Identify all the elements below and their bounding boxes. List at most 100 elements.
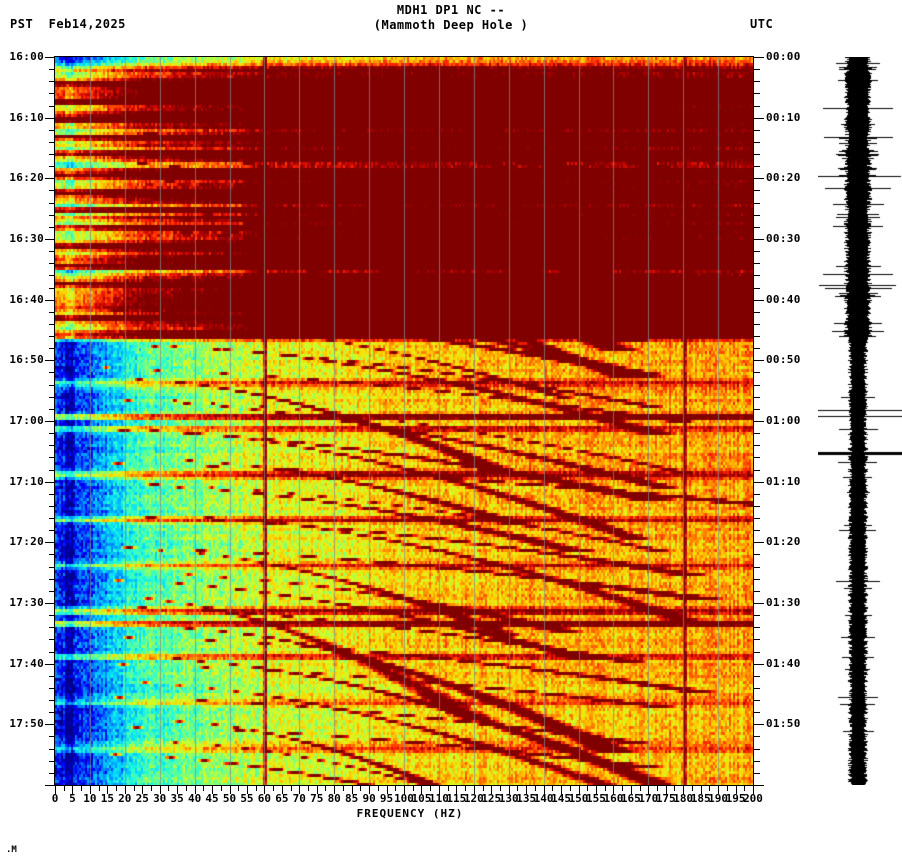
y-tick-minor-left	[49, 348, 55, 349]
x-tick-minor	[378, 786, 379, 791]
x-axis-tick-label: 140	[533, 792, 554, 805]
x-tick-minor	[535, 786, 536, 791]
y-tick-minor-right	[754, 749, 760, 750]
y-tick-minor-left	[49, 372, 55, 373]
y-tick-minor-right	[754, 190, 760, 191]
y-tick-minor-right	[754, 773, 760, 774]
x-tick-minor	[413, 786, 414, 791]
x-tick-minor	[517, 786, 518, 791]
x-tick-major	[264, 786, 265, 794]
y-axis-label-utc: 00:50	[766, 353, 801, 367]
x-axis-tick-label: 145	[551, 792, 571, 805]
y-tick-minor-right	[754, 142, 760, 143]
x-axis-tick-label: 45	[205, 792, 219, 805]
y-axis-label-utc: 00:20	[766, 171, 801, 185]
y-tick-minor-right	[754, 494, 760, 495]
x-tick-major	[299, 786, 300, 794]
x-tick-minor	[134, 786, 135, 791]
x-axis-tick-label: 35	[170, 792, 184, 805]
y-tick-major-left	[45, 239, 55, 240]
x-tick-minor	[674, 786, 675, 791]
seismogram-trace-panel[interactable]	[818, 57, 902, 785]
x-tick-major	[631, 786, 632, 794]
y-tick-minor-right	[754, 227, 760, 228]
y-tick-minor-right	[754, 579, 760, 580]
y-tick-minor-right	[754, 445, 760, 446]
x-axis-tick-label: 70	[292, 792, 306, 805]
x-tick-major	[369, 786, 370, 794]
x-tick-minor	[64, 786, 65, 791]
y-axis-label-utc: 01:10	[766, 474, 801, 488]
header-date: Feb14,2025	[48, 17, 126, 31]
x-tick-major	[421, 786, 422, 794]
header-left-timezone-date: PST Feb14,2025	[10, 17, 126, 31]
spectrogram-plot[interactable]	[55, 57, 753, 785]
x-axis-tick-label: 30	[153, 792, 167, 805]
y-axis-label-utc: 01:50	[766, 717, 801, 731]
x-tick-major	[247, 786, 248, 794]
spectrogram-canvas	[55, 57, 753, 785]
x-tick-minor	[744, 786, 745, 791]
y-tick-minor-right	[754, 567, 760, 568]
y-tick-minor-left	[49, 518, 55, 519]
y-tick-minor-right	[754, 263, 760, 264]
x-axis-tick-label: 170	[638, 792, 659, 805]
x-tick-minor	[81, 786, 82, 791]
y-axis-label-pst: 17:50	[9, 717, 44, 731]
x-axis-line	[54, 785, 754, 786]
x-axis-tick-label: 110	[428, 792, 449, 805]
y-tick-minor-left	[49, 445, 55, 446]
y-tick-minor-right	[754, 652, 760, 653]
x-tick-minor	[483, 786, 484, 791]
y-tick-minor-left	[49, 81, 55, 82]
x-tick-major	[509, 786, 510, 794]
station-name-line: (Mammoth Deep Hole )	[373, 18, 529, 32]
x-tick-minor	[256, 786, 257, 791]
y-tick-minor-left	[49, 227, 55, 228]
x-tick-major	[491, 786, 492, 794]
y-tick-minor-left	[49, 93, 55, 94]
y-tick-minor-left	[49, 627, 55, 628]
y-tick-minor-right	[754, 154, 760, 155]
y-tick-major-right	[754, 724, 764, 725]
x-tick-major	[90, 786, 91, 794]
y-tick-minor-left	[49, 579, 55, 580]
y-tick-major-right	[754, 482, 764, 483]
x-axis-tick-label: 130	[498, 792, 519, 805]
x-tick-minor	[640, 786, 641, 791]
y-tick-minor-left	[49, 324, 55, 325]
x-axis-tick-label: 60	[257, 792, 272, 805]
y-tick-minor-right	[754, 409, 760, 410]
x-tick-minor	[221, 786, 222, 791]
y-axis-label-utc: 01:00	[766, 414, 801, 427]
y-tick-minor-left	[49, 336, 55, 337]
y-tick-minor-left	[49, 639, 55, 640]
x-tick-minor	[168, 786, 169, 791]
x-tick-minor	[203, 786, 204, 791]
x-tick-minor	[99, 786, 100, 791]
y-tick-major-left	[45, 664, 55, 665]
x-axis-tick-label: 195	[725, 792, 746, 805]
y-tick-minor-left	[49, 494, 55, 495]
y-axis-label-pst: 17:00	[9, 414, 44, 427]
y-tick-minor-right	[754, 761, 760, 762]
y-tick-minor-right	[754, 251, 760, 252]
x-tick-minor	[448, 786, 449, 791]
x-tick-major	[456, 786, 457, 794]
y-tick-major-right	[754, 239, 764, 240]
x-axis-tick-label: 65	[275, 792, 289, 805]
y-tick-minor-right	[754, 700, 760, 701]
x-tick-major	[526, 786, 527, 794]
x-axis-tick-label: 25	[135, 792, 149, 805]
y-tick-minor-left	[49, 652, 55, 653]
x-tick-major	[195, 786, 196, 794]
x-tick-major	[282, 786, 283, 794]
y-axis-label-utc: 01:30	[766, 596, 801, 609]
x-tick-major	[596, 786, 597, 794]
y-tick-minor-left	[49, 263, 55, 264]
y-tick-minor-left	[49, 615, 55, 616]
y-tick-minor-right	[754, 312, 760, 313]
x-tick-major	[701, 786, 702, 794]
x-axis-tick-label: 120	[463, 792, 484, 805]
y-tick-minor-left	[49, 567, 55, 568]
